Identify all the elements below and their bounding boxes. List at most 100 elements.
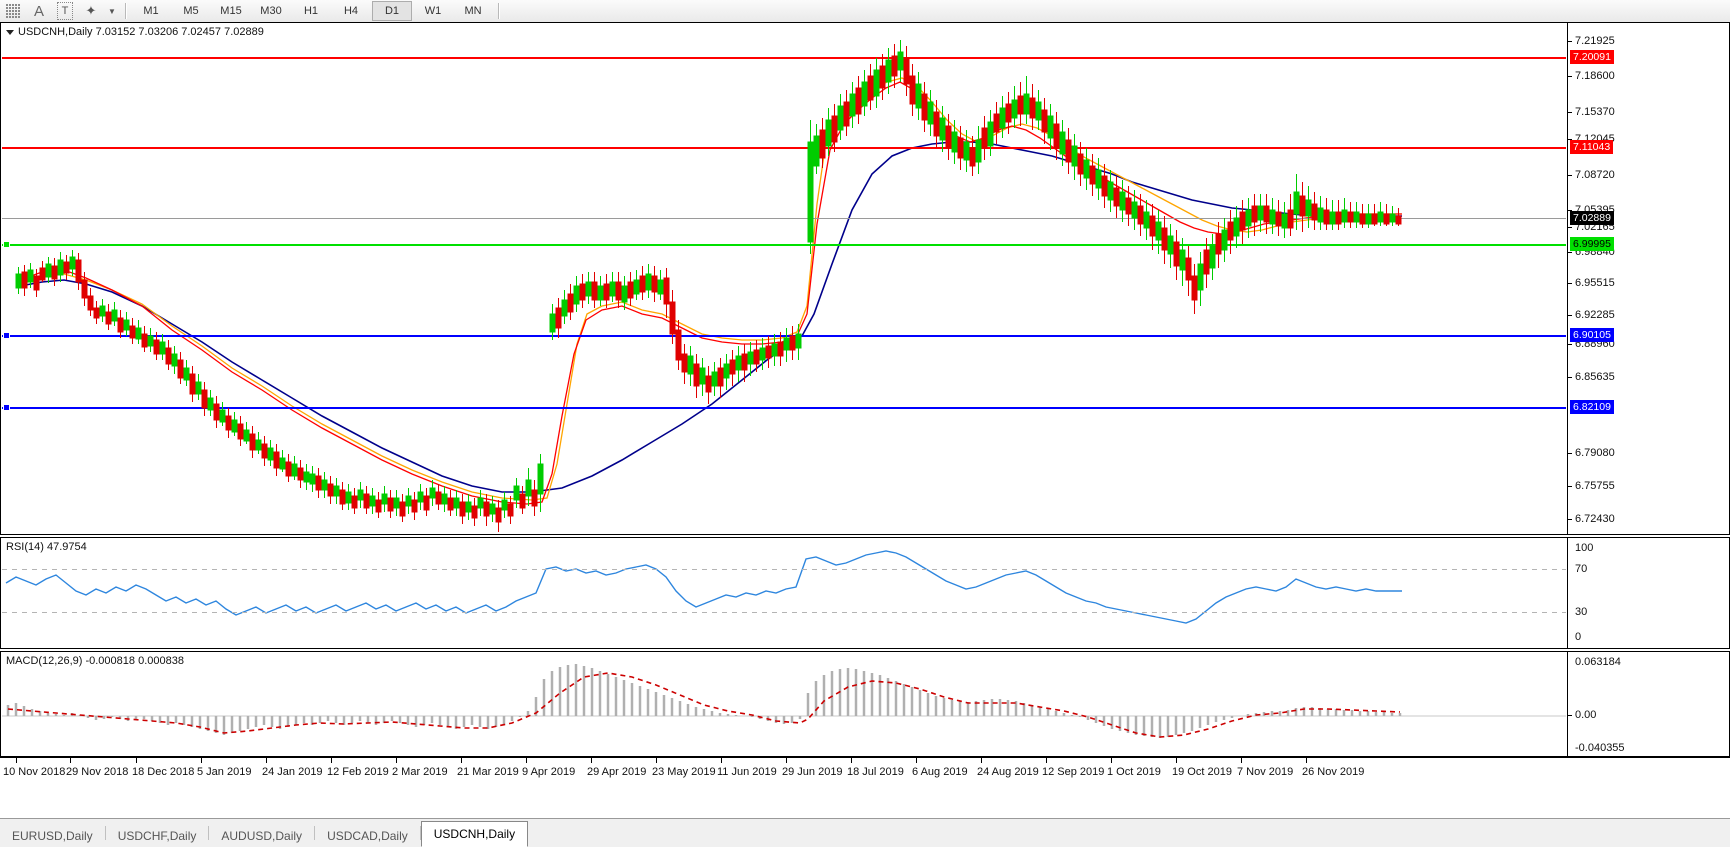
price-tick-14: 6.75755 <box>1575 480 1615 492</box>
chart-tab-bar: EURUSD,Daily USDCHF,Daily AUDUSD,Daily U… <box>0 818 1730 847</box>
toolbar-divider-2 <box>498 3 499 19</box>
rsi-axis[interactable]: 100 70 30 0 <box>1567 538 1729 648</box>
chart-title-text: USDCNH,Daily 7.03152 7.03206 7.02457 7.0… <box>18 26 264 38</box>
macd-title: MACD(12,26,9) -0.000818 0.000838 <box>6 655 184 667</box>
date-label-20: 26 Nov 2019 <box>1302 766 1365 778</box>
resistance-label-720091[interactable]: 7.20091 <box>1570 50 1614 64</box>
date-label-15: 24 Aug 2019 <box>977 766 1039 778</box>
date-label-17: 1 Oct 2019 <box>1107 766 1161 778</box>
date-label-12: 29 Jun 2019 <box>782 766 843 778</box>
macd-tick-bottom: -0.040355 <box>1575 742 1625 754</box>
collapse-arrow-icon[interactable] <box>6 29 14 35</box>
rsi-tick-30: 30 <box>1575 606 1588 618</box>
support-line-699995[interactable] <box>2 244 1566 246</box>
rsi-overbought-line <box>2 569 1566 570</box>
tab-audusd-daily[interactable]: AUDUSD,Daily <box>221 829 303 843</box>
price-tick-4: 7.08720 <box>1575 169 1615 181</box>
date-label-0: 10 Nov 2018 <box>3 766 66 778</box>
tab-divider-1 <box>104 826 106 840</box>
timeframe-m30[interactable]: M30 <box>260 5 282 17</box>
macd-tick-top: 0.063184 <box>1575 656 1621 668</box>
text-label-tool-icon[interactable]: T <box>52 1 78 21</box>
timeframe-mn[interactable]: MN <box>464 5 482 17</box>
tab-divider-4 <box>419 826 421 840</box>
rsi-title: RSI(14) 47.9754 <box>6 541 87 553</box>
date-label-4: 24 Jan 2019 <box>262 766 323 778</box>
price-tick-15: 6.72430 <box>1575 513 1615 525</box>
price-tick-0: 7.21925 <box>1575 35 1615 47</box>
price-panel[interactable]: USDCNH,Daily 7.03152 7.03206 7.02457 7.0… <box>0 22 1730 535</box>
date-label-18: 19 Oct 2019 <box>1172 766 1232 778</box>
current-price-label: 7.02889 <box>1570 211 1614 225</box>
timeframe-m1[interactable]: M1 <box>143 5 159 17</box>
timeframe-h4[interactable]: H4 <box>343 5 359 17</box>
tab-usdchf-daily[interactable]: USDCHF,Daily <box>117 829 197 843</box>
candlestick-series <box>15 40 1402 532</box>
support-anchor-690105[interactable] <box>3 332 10 339</box>
support-label-699995[interactable]: 6.99995 <box>1570 237 1614 251</box>
macd-panel[interactable]: MACD(12,26,9) -0.000818 0.000838 <box>0 651 1730 757</box>
support-line-690105[interactable] <box>2 335 1566 337</box>
date-label-11: 11 Jun 2019 <box>717 766 777 778</box>
ma-slow-line <box>19 141 1402 493</box>
tab-eurusd-daily[interactable]: EURUSD,Daily <box>12 829 93 843</box>
rsi-oversold-line <box>2 612 1566 613</box>
macd-plot[interactable] <box>2 653 1566 755</box>
macd-axis[interactable]: 0.063184 0.00 -0.040355 <box>1567 652 1729 756</box>
date-label-2: 18 Dec 2018 <box>132 766 195 778</box>
price-tick-13: 6.79080 <box>1575 447 1615 459</box>
main-toolbar: A T ✦ ▼ M1 M5 M15 M30 H1 H4 D1 W1 MN <box>0 0 1730 23</box>
ma-fast-line <box>19 81 1402 505</box>
tab-divider-2 <box>208 826 210 840</box>
grid-icon[interactable] <box>0 1 26 21</box>
resistance-label-711043[interactable]: 7.11043 <box>1570 140 1614 154</box>
text-tool-icon[interactable]: A <box>33 2 44 20</box>
price-tick-9: 6.92285 <box>1575 309 1615 321</box>
date-label-8: 9 Apr 2019 <box>522 766 576 778</box>
timeframe-m15[interactable]: M15 <box>220 5 242 17</box>
date-label-6: 2 Mar 2019 <box>392 766 448 778</box>
support-line-682109[interactable] <box>2 407 1566 409</box>
rsi-series <box>5 550 1402 624</box>
price-tick-1: 7.18600 <box>1575 70 1615 82</box>
date-axis[interactable]: 10 Nov 2018 29 Nov 2018 18 Dec 2018 5 Ja… <box>0 757 1730 785</box>
current-price-line <box>2 218 1566 219</box>
tab-divider-3 <box>314 826 316 840</box>
tab-usdcad-daily[interactable]: USDCAD,Daily <box>327 829 408 843</box>
macd-tick-zero: 0.00 <box>1575 709 1597 721</box>
rsi-tick-100: 100 <box>1575 542 1594 554</box>
support-anchor-699995[interactable] <box>3 241 10 248</box>
date-label-7: 21 Mar 2019 <box>457 766 519 778</box>
date-label-14: 6 Aug 2019 <box>912 766 968 778</box>
rsi-panel[interactable]: RSI(14) 47.9754 100 70 30 0 <box>0 537 1730 649</box>
price-plot[interactable] <box>2 24 1566 533</box>
rsi-plot[interactable] <box>2 539 1566 647</box>
date-label-16: 12 Sep 2019 <box>1042 766 1105 778</box>
resistance-line-720091[interactable] <box>2 57 1566 59</box>
rsi-tick-0: 0 <box>1575 631 1582 643</box>
date-label-19: 7 Nov 2019 <box>1237 766 1294 778</box>
timeframe-w1[interactable]: W1 <box>424 5 442 17</box>
price-tick-2: 7.15370 <box>1575 106 1615 118</box>
chevron-down-icon[interactable]: ▼ <box>108 6 116 16</box>
rsi-tick-70: 70 <box>1575 563 1588 575</box>
chart-area: USDCNH,Daily 7.03152 7.03206 7.02457 7.0… <box>0 22 1730 818</box>
resistance-line-711043[interactable] <box>2 147 1566 149</box>
date-label-9: 29 Apr 2019 <box>587 766 647 778</box>
objects-icon[interactable]: ✦ <box>85 3 97 18</box>
price-axis[interactable]: 7.21925 7.18600 7.15370 7.12045 7.08720 … <box>1567 23 1729 534</box>
timeframe-h1[interactable]: H1 <box>303 5 319 17</box>
timeframe-d1[interactable]: D1 <box>372 1 412 21</box>
support-label-690105[interactable]: 6.90105 <box>1570 328 1614 342</box>
price-tick-11: 6.85635 <box>1575 371 1615 383</box>
support-label-682109[interactable]: 6.82109 <box>1570 400 1614 414</box>
date-label-10: 23 May 2019 <box>652 766 716 778</box>
date-label-3: 5 Jan 2019 <box>197 766 252 778</box>
timeframe-m5[interactable]: M5 <box>183 5 199 17</box>
chart-symbol-title: USDCNH,Daily 7.03152 7.03206 7.02457 7.0… <box>6 26 264 38</box>
support-anchor-682109[interactable] <box>3 404 10 411</box>
toolbar-divider <box>125 3 126 19</box>
price-tick-8: 6.95515 <box>1575 277 1615 289</box>
tab-usdcnh-daily[interactable]: USDCNH,Daily <box>420 821 529 847</box>
